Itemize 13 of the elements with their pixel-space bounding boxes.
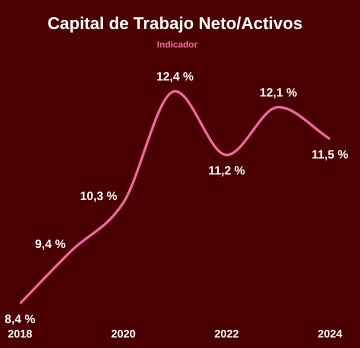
data-label: 12,1 % xyxy=(260,85,298,100)
text: Indicador xyxy=(157,39,198,50)
data-label: 12,4 % xyxy=(156,70,194,84)
chart-title: Capital de Trabajo Neto/Activos xyxy=(47,14,303,33)
data-label: 9,4 % xyxy=(34,236,66,251)
data-label: 8,4 % xyxy=(4,312,36,326)
x-tick-label: 2024 xyxy=(318,328,344,340)
x-tick-label: 2022 xyxy=(214,328,239,340)
x-tick-label: 2018 xyxy=(8,328,32,340)
data-label: 11,2 % xyxy=(208,163,246,178)
data-label: 11,5 % xyxy=(312,147,349,162)
data-label: 10,3 % xyxy=(80,189,118,204)
x-tick-label: 2020 xyxy=(111,328,136,340)
